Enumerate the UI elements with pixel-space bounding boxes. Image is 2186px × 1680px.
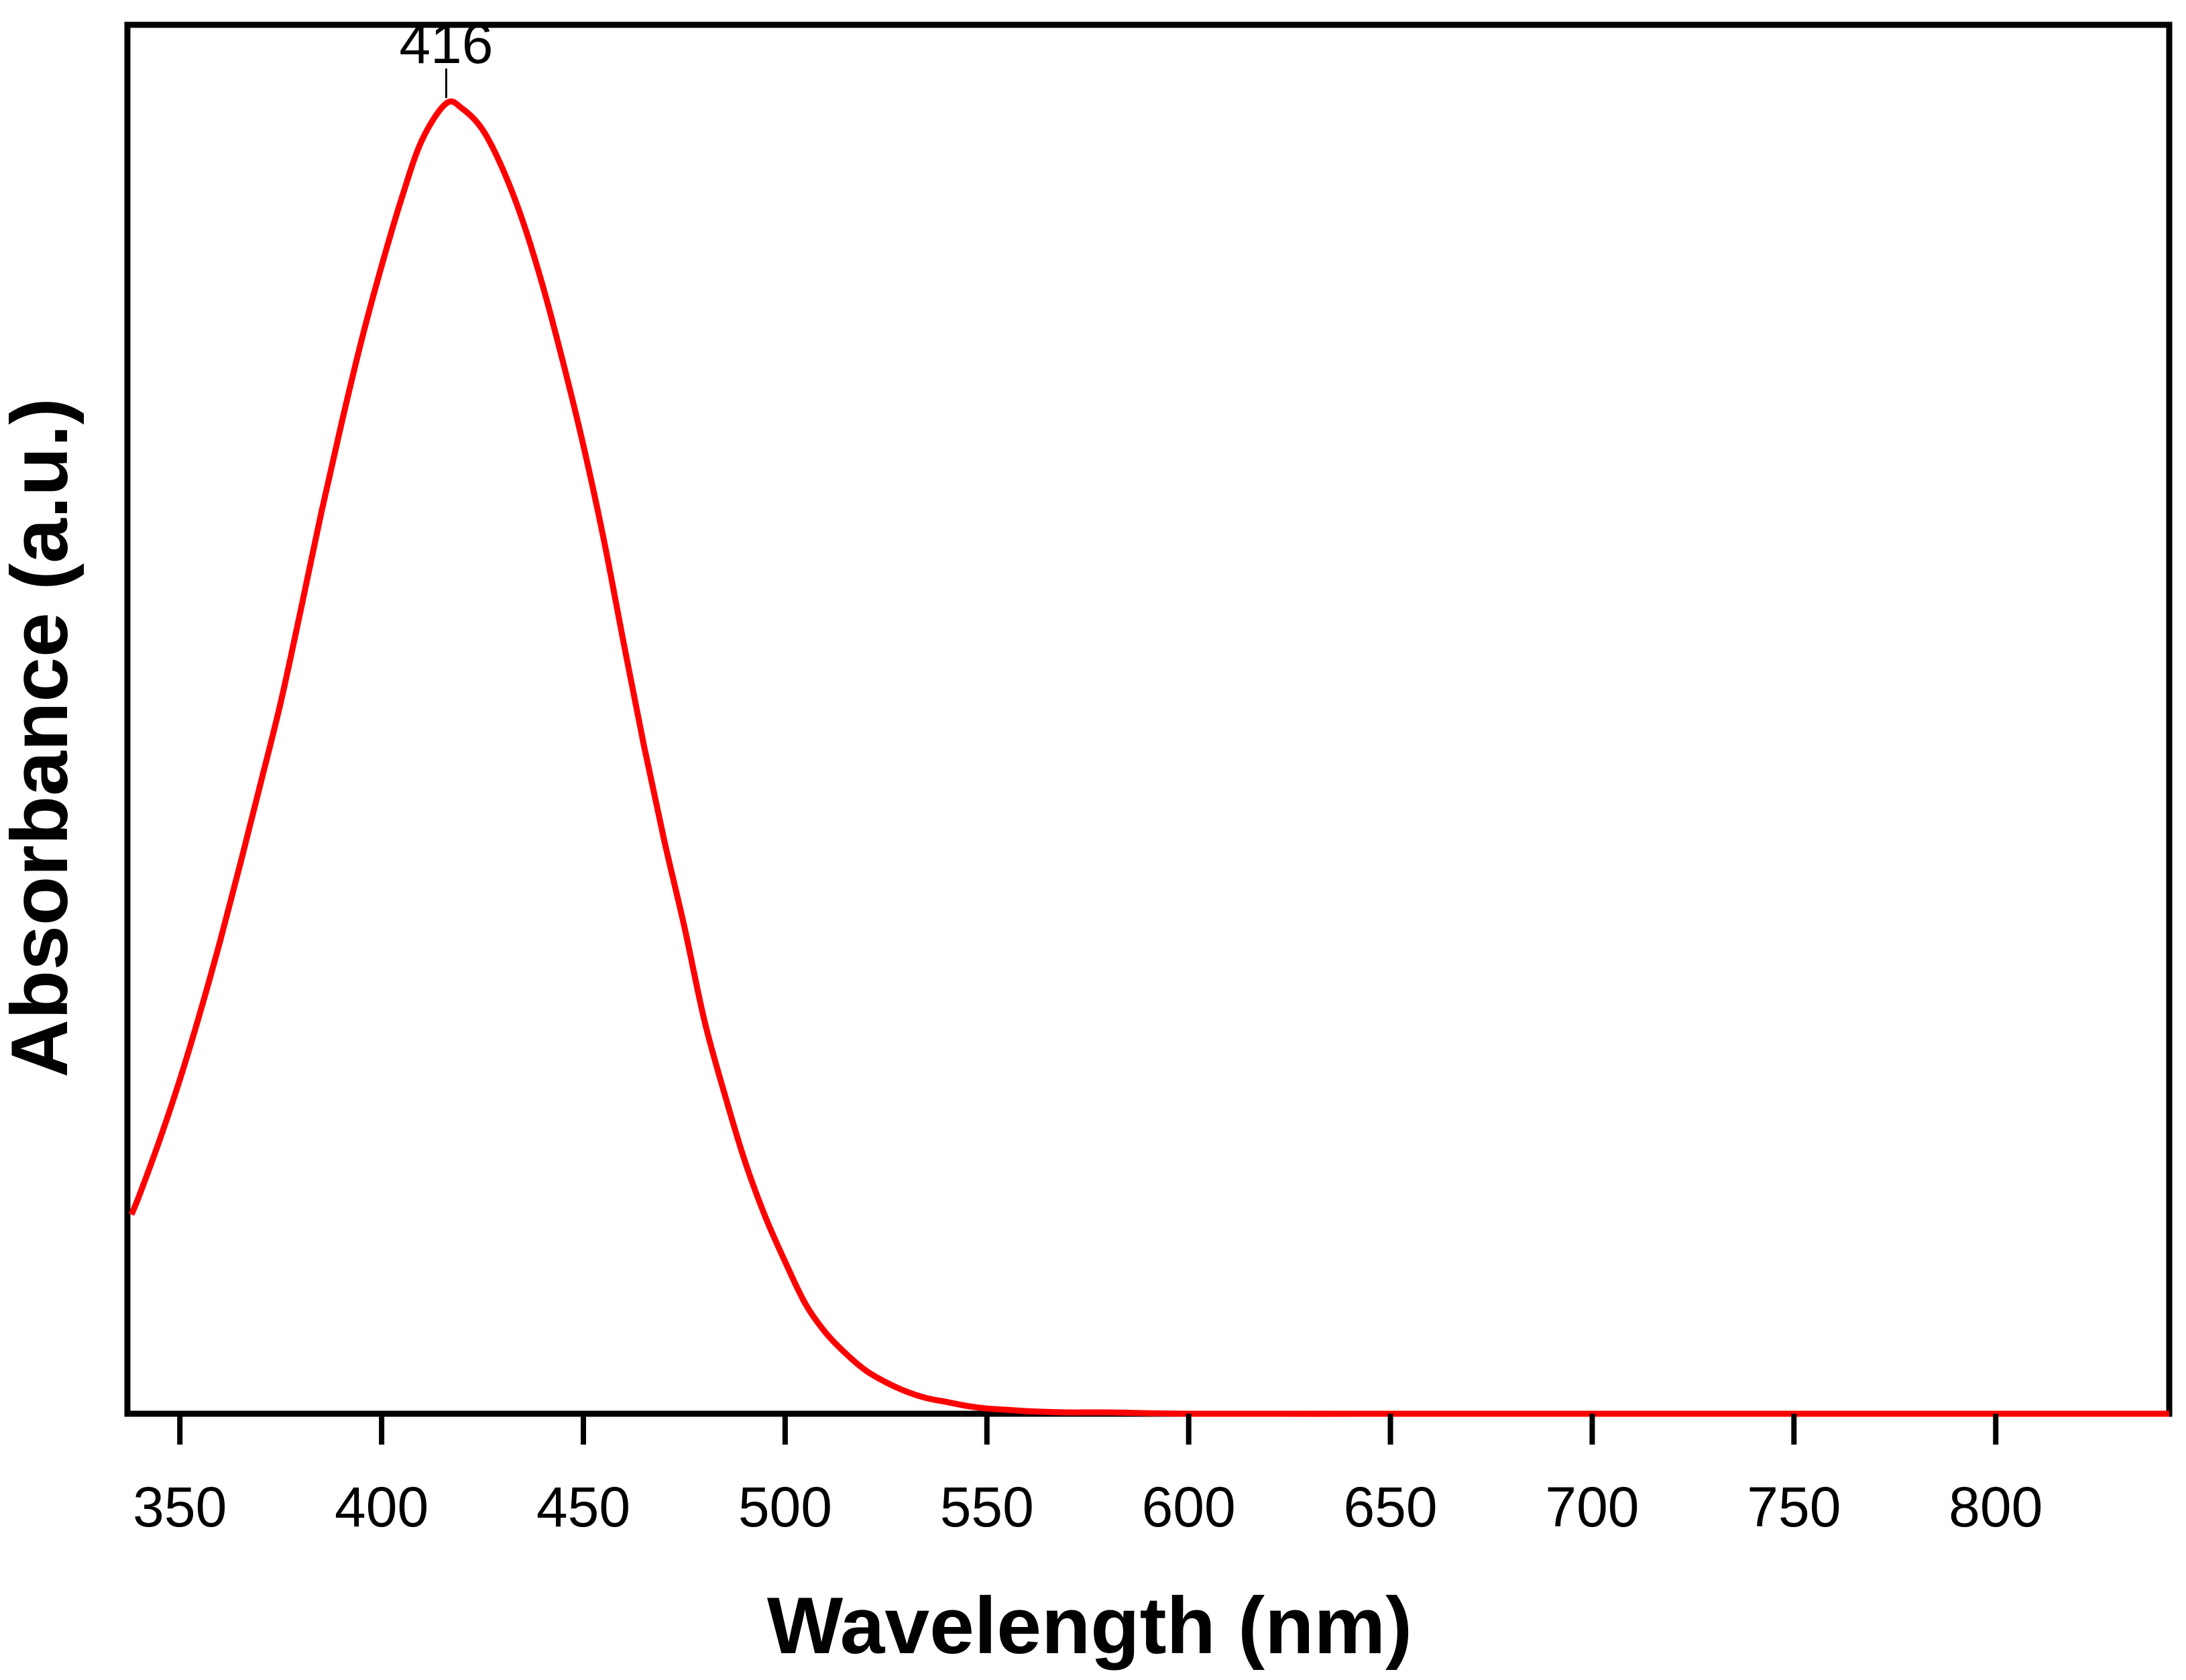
x-tick-label-450: 450 [536, 1475, 630, 1538]
x-tick-label-750: 750 [1747, 1475, 1841, 1538]
series-line-0 [128, 98, 2169, 1417]
x-axis-title: Wavelength (nm) [767, 1581, 1412, 1671]
y-axis-title: Absorbance (a.u.) [0, 398, 84, 1078]
x-tick-label-400: 400 [335, 1475, 428, 1538]
x-axis-ticks: 350 400 450 500 550 600 650 700 750 800 [133, 1414, 2043, 1538]
x-tick-label-500: 500 [738, 1475, 832, 1538]
x-tick-label-350: 350 [133, 1475, 227, 1538]
x-tick-label-650: 650 [1343, 1475, 1437, 1538]
series-layer [128, 98, 2169, 1417]
x-tick-label-700: 700 [1545, 1475, 1639, 1538]
x-tick-label-550: 550 [940, 1475, 1034, 1538]
x-tick-label-800: 800 [1949, 1475, 2043, 1538]
annotation-label-0: 416 [399, 12, 493, 75]
annotation-layer: 416 [399, 12, 493, 99]
x-tick-label-600: 600 [1142, 1475, 1236, 1538]
